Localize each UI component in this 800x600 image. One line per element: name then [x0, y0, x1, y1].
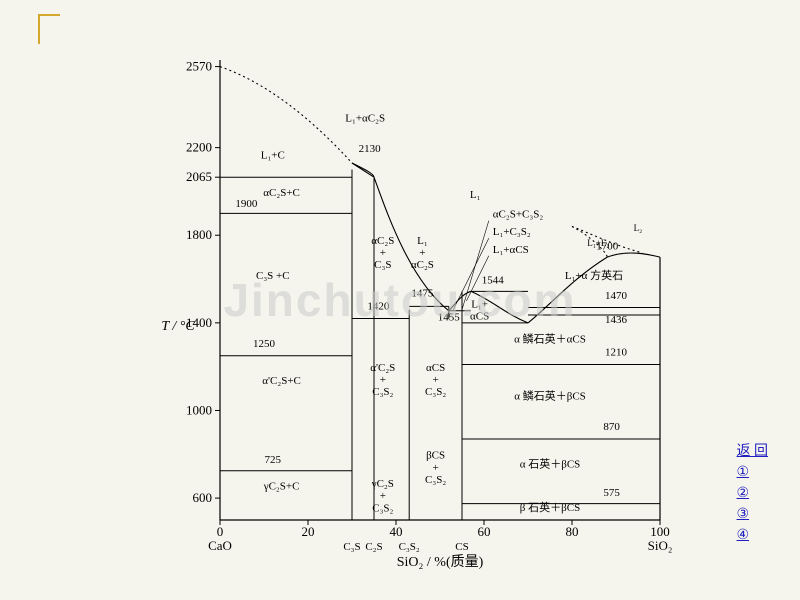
svg-text:L₁+αC₂S: L₁+αC₂S — [411, 235, 434, 271]
svg-text:2570: 2570 — [186, 59, 212, 74]
svg-text:CaO: CaO — [208, 538, 232, 553]
svg-text:L₁: L₁ — [470, 189, 481, 201]
svg-text:C₂S: C₂S — [365, 541, 382, 553]
svg-text:575: 575 — [603, 487, 620, 499]
svg-text:L₁+αCS: L₁+αCS — [493, 244, 529, 256]
svg-text:1420: 1420 — [367, 301, 390, 313]
corner-ornament — [38, 14, 60, 36]
svg-text:αC₂S+C₃S₂: αC₂S+C₃S₂ — [493, 209, 544, 221]
svg-text:αC₂S+C₃S: αC₂S+C₃S — [371, 235, 394, 271]
corner-ornament-tail — [38, 34, 40, 44]
nav-link-4[interactable]: ④ — [737, 527, 769, 544]
nav-links: 返 回 ① ② ③ ④ — [737, 440, 769, 544]
svg-text:1455: 1455 — [438, 312, 461, 324]
svg-text:20: 20 — [302, 524, 315, 539]
phase-diagram: 600100014001800220025702065020406080100C… — [160, 40, 690, 570]
nav-link-3[interactable]: ③ — [737, 506, 769, 523]
svg-text:1800: 1800 — [186, 227, 212, 242]
svg-text:C₃S +C: C₃S +C — [256, 270, 290, 282]
svg-text:α'C₂S+C: α'C₂S+C — [262, 375, 301, 387]
svg-text:L₁+α 方英石: L₁+α 方英石 — [565, 268, 623, 282]
svg-text:600: 600 — [193, 490, 213, 505]
svg-text:SiO₂ / %(质量): SiO₂ / %(质量) — [397, 554, 484, 570]
svg-text:L₁+C: L₁+C — [261, 150, 285, 162]
nav-link-2[interactable]: ② — [737, 485, 769, 502]
svg-text:α 石英＋βCS: α 石英＋βCS — [520, 456, 581, 470]
svg-text:1544: 1544 — [482, 274, 505, 286]
svg-text:L₁+C₃S₂: L₁+C₃S₂ — [493, 226, 531, 238]
svg-text:0: 0 — [217, 524, 224, 539]
svg-text:2130: 2130 — [359, 143, 382, 155]
svg-text:α 鳞石英＋βCS: α 鳞石英＋βCS — [514, 389, 586, 403]
svg-text:SiO₂: SiO₂ — [648, 538, 673, 553]
svg-text:2065: 2065 — [186, 169, 212, 184]
svg-text:1475: 1475 — [411, 288, 434, 300]
svg-text:β 石英＋βCS: β 石英＋βCS — [520, 500, 580, 514]
svg-text:L₁+αC₂S: L₁+αC₂S — [345, 112, 385, 124]
svg-text:725: 725 — [265, 454, 282, 466]
svg-text:870: 870 — [603, 421, 620, 433]
svg-text:CS: CS — [455, 541, 468, 553]
svg-text:40: 40 — [390, 524, 403, 539]
svg-text:γC₂S+C: γC₂S+C — [263, 480, 300, 492]
page: 600100014001800220025702065020406080100C… — [0, 0, 800, 600]
nav-link-1[interactable]: ① — [737, 464, 769, 481]
svg-text:L₂: L₂ — [634, 223, 643, 233]
back-link[interactable]: 返 回 — [737, 440, 769, 460]
svg-text:βCS+C₃S₂: βCS+C₃S₂ — [425, 450, 446, 486]
svg-text:α 鳞石英＋αCS: α 鳞石英＋αCS — [514, 332, 586, 346]
svg-text:1000: 1000 — [186, 402, 212, 417]
svg-text:2200: 2200 — [186, 140, 212, 155]
svg-text:αC₂S+C: αC₂S+C — [263, 187, 300, 199]
svg-text:C₃S: C₃S — [343, 541, 360, 553]
svg-text:αCS+C₃S₂: αCS+C₃S₂ — [425, 362, 446, 398]
svg-text:C₃S₂: C₃S₂ — [399, 541, 420, 553]
svg-text:1470: 1470 — [605, 290, 628, 302]
svg-text:1210: 1210 — [605, 347, 628, 359]
svg-text:1700: 1700 — [596, 240, 619, 252]
svg-text:60: 60 — [478, 524, 491, 539]
svg-text:1436: 1436 — [605, 314, 628, 326]
svg-text:100: 100 — [650, 524, 670, 539]
svg-text:1250: 1250 — [253, 338, 276, 350]
svg-text:T / °C: T / °C — [161, 319, 195, 334]
svg-text:1900: 1900 — [235, 198, 258, 210]
svg-text:80: 80 — [566, 524, 579, 539]
svg-text:L₁+αCS: L₁+αCS — [470, 299, 489, 323]
